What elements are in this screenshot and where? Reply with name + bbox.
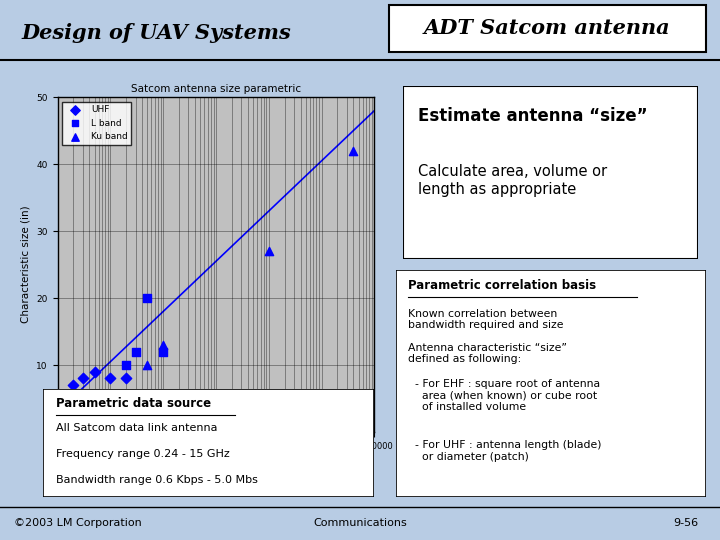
FancyBboxPatch shape <box>396 270 706 497</box>
Text: Bandwidth range 0.6 Kbps - 5.0 Mbs: Bandwidth range 0.6 Kbps - 5.0 Mbs <box>56 475 258 485</box>
Ku band <box>263 247 274 255</box>
Text: Known correlation between
bandwidth required and size: Known correlation between bandwidth requ… <box>408 308 564 330</box>
Text: Frequency range 0.24 - 15 GHz: Frequency range 0.24 - 15 GHz <box>56 449 230 460</box>
Text: 9-56: 9-56 <box>673 518 698 528</box>
Text: Communications: Communications <box>313 518 407 528</box>
UHF <box>89 367 100 376</box>
Legend: UHF, L band, Ku band: UHF, L band, Ku band <box>62 102 131 145</box>
Text: ©2003 LM Corporation: ©2003 LM Corporation <box>14 518 142 528</box>
UHF <box>104 374 116 383</box>
Text: Antenna characteristic “size”
defined as following:: Antenna characteristic “size” defined as… <box>408 342 567 364</box>
L band <box>142 294 153 302</box>
FancyBboxPatch shape <box>43 389 374 497</box>
L band <box>130 347 141 356</box>
UHF <box>77 374 89 383</box>
Ku band <box>158 341 169 349</box>
Text: Design of UAV Systems: Design of UAV Systems <box>22 23 292 43</box>
Text: Parametric data source: Parametric data source <box>56 397 212 410</box>
Y-axis label: Characteristic size (in): Characteristic size (in) <box>21 206 31 323</box>
L band <box>158 347 169 356</box>
Text: - For UHF : antenna length (blade)
    or diameter (patch): - For UHF : antenna length (blade) or di… <box>408 440 602 462</box>
Text: Parametric correlation basis: Parametric correlation basis <box>408 279 596 292</box>
UHF <box>120 374 132 383</box>
FancyBboxPatch shape <box>403 86 698 259</box>
Text: ADT Satcom antenna: ADT Satcom antenna <box>424 18 670 38</box>
UHF <box>68 381 79 389</box>
X-axis label: Data rate (Kbps): Data rate (Kbps) <box>173 456 259 466</box>
Text: Estimate antenna “size”: Estimate antenna “size” <box>418 107 647 125</box>
Title: Satcom antenna size parametric: Satcom antenna size parametric <box>131 84 301 93</box>
FancyBboxPatch shape <box>389 4 706 52</box>
Text: Calculate area, volume or
length as appropriate: Calculate area, volume or length as appr… <box>418 164 607 197</box>
L band <box>120 361 132 369</box>
Ku band <box>348 146 359 155</box>
Text: All Satcom data link antenna: All Satcom data link antenna <box>56 423 218 434</box>
Text: - For EHF : square root of antenna
    area (when known) or cube root
    of ins: - For EHF : square root of antenna area … <box>408 379 600 412</box>
Ku band <box>142 361 153 369</box>
